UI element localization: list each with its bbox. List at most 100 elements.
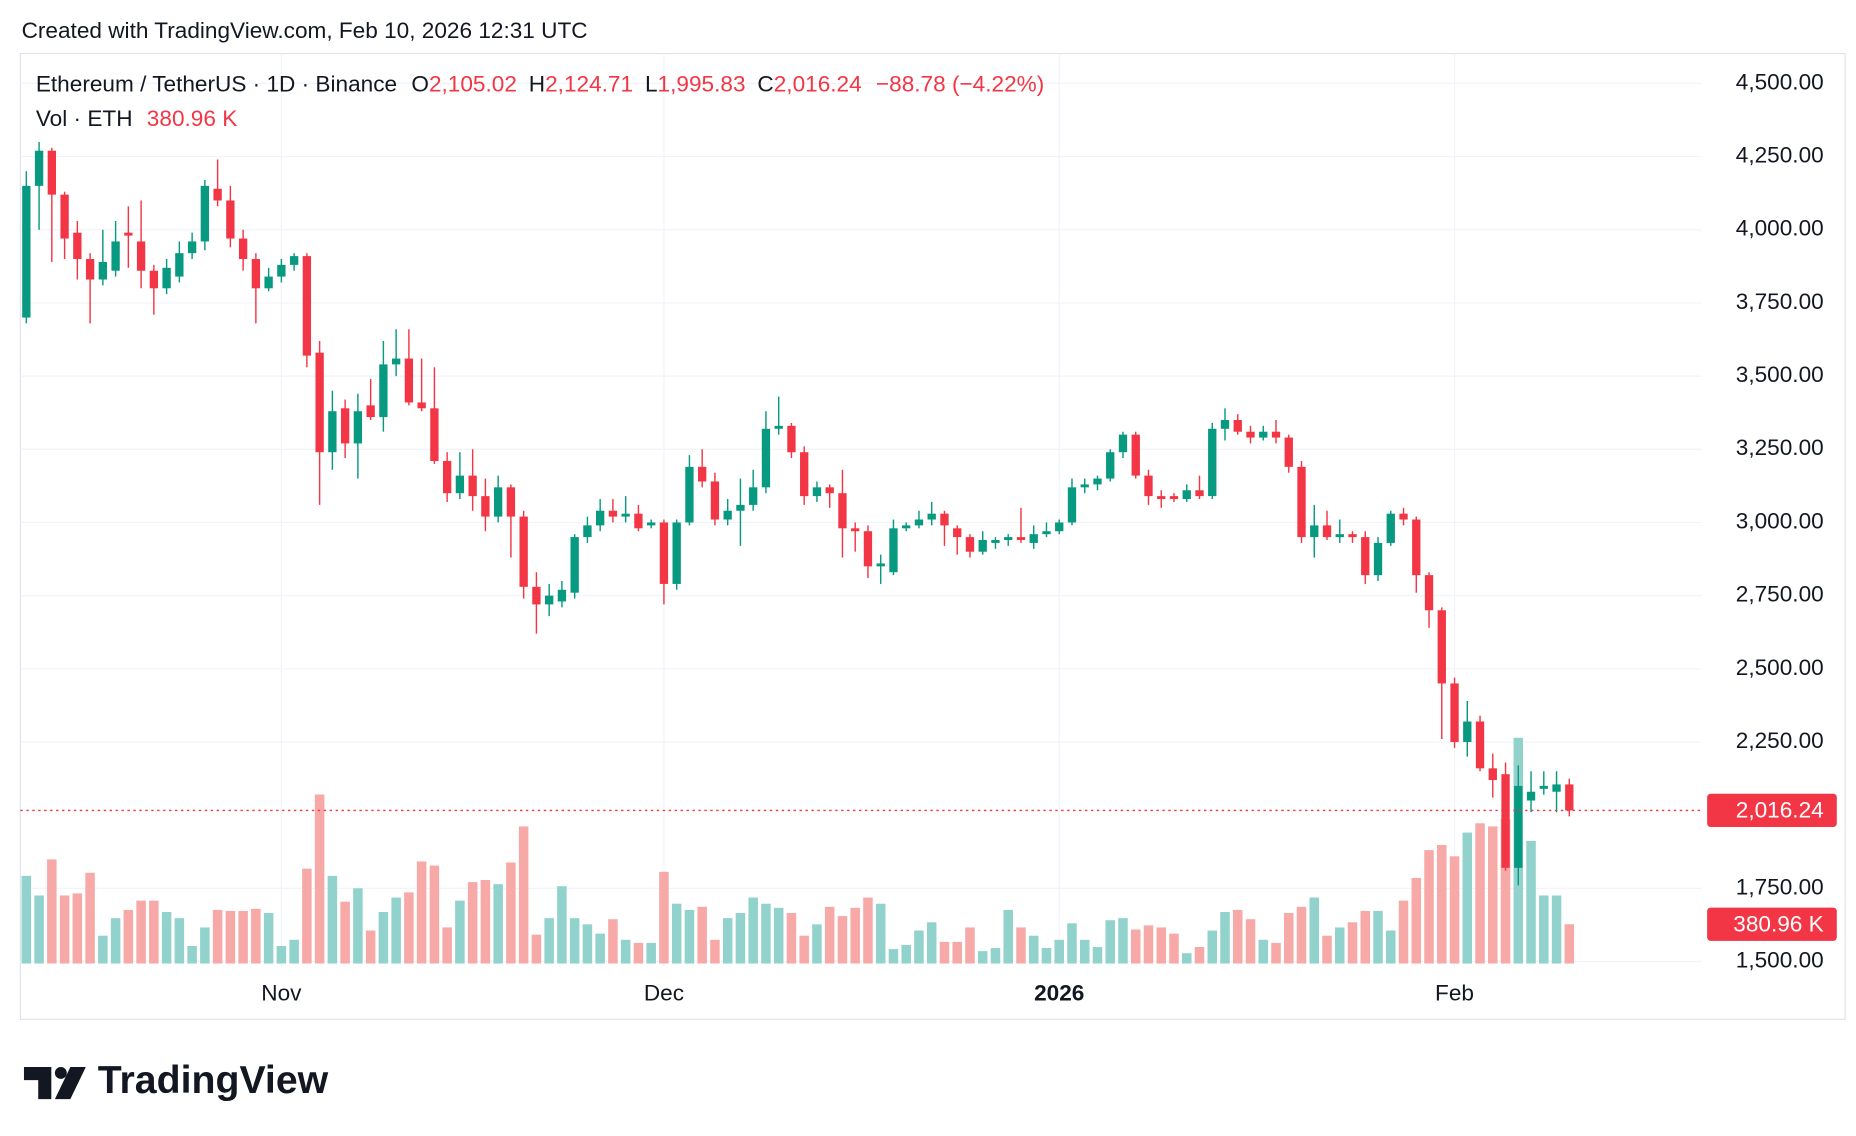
- candle-body: [583, 525, 592, 538]
- volume-bar: [1539, 895, 1549, 964]
- candle-body: [1322, 525, 1332, 538]
- volume-bar: [1411, 877, 1422, 964]
- candle-body: [493, 487, 503, 517]
- volume-bar: [518, 826, 529, 964]
- candle-body: [991, 540, 1000, 543]
- volume-bar: [442, 927, 452, 964]
- candle-body: [1093, 478, 1102, 485]
- candle-body: [34, 150, 44, 186]
- candle-body: [608, 510, 618, 517]
- y-tick-label: 3,750.00: [1736, 289, 1824, 314]
- candle-body: [1246, 431, 1255, 438]
- candle-body: [1412, 519, 1421, 576]
- candle-body: [1475, 721, 1485, 769]
- volume-bar: [1156, 927, 1167, 964]
- candle-body: [340, 408, 350, 444]
- volume-bar: [1105, 920, 1115, 964]
- candle-body: [851, 528, 860, 532]
- candle-body: [506, 487, 516, 517]
- volume-tag-label: 380.96 K: [1733, 911, 1823, 936]
- volume-bar: [557, 886, 567, 964]
- volume-bar: [161, 911, 172, 964]
- volume-tag: [1707, 907, 1837, 941]
- volume-bar: [200, 927, 210, 964]
- candle-body: [251, 259, 261, 289]
- volume-bar: [799, 935, 809, 964]
- volume-bar: [365, 930, 376, 964]
- candle-body: [1067, 487, 1077, 523]
- candle-body: [1424, 575, 1434, 611]
- volume-bar: [888, 949, 899, 964]
- candle-body: [736, 504, 745, 511]
- candle-body: [596, 510, 605, 526]
- last-price-tag: [1707, 793, 1837, 828]
- candle-body: [1399, 513, 1408, 520]
- candle-body: [1271, 431, 1281, 438]
- candle-body: [749, 487, 758, 505]
- volume-value: 380.96 K: [147, 106, 237, 131]
- candle-body: [162, 267, 171, 289]
- candle-body: [1131, 434, 1140, 476]
- volume-bar: [620, 939, 631, 964]
- candle-body: [557, 589, 567, 602]
- candle-body: [1106, 452, 1115, 479]
- candle-body: [774, 425, 783, 429]
- volume-bar: [990, 948, 1001, 964]
- candle-body: [621, 513, 630, 517]
- candle-body: [124, 232, 133, 236]
- volume-bar: [98, 935, 108, 964]
- volume-bar: [391, 897, 401, 964]
- candle-body: [1310, 525, 1319, 538]
- volume-bar: [1322, 935, 1332, 964]
- volume-bar: [977, 951, 988, 964]
- candle-body: [914, 519, 924, 526]
- candle-body: [1080, 484, 1089, 488]
- volume-bar: [493, 884, 503, 964]
- volume-bar: [455, 900, 465, 964]
- candle-body: [187, 241, 197, 254]
- y-tick-label: 2,500.00: [1736, 655, 1824, 680]
- candle-body: [136, 241, 146, 271]
- candle-body: [468, 475, 477, 497]
- candle-body: [442, 460, 452, 494]
- candle-body: [647, 522, 656, 526]
- y-tick-label: 1,750.00: [1736, 874, 1824, 899]
- volume-bar: [697, 906, 707, 964]
- candle-body: [213, 188, 222, 201]
- volume-bar: [1245, 919, 1256, 964]
- volume-bar: [314, 794, 325, 964]
- candle-body: [1195, 490, 1204, 497]
- volume-bar: [506, 862, 516, 964]
- volume-bar: [149, 900, 159, 964]
- candle-body: [73, 232, 82, 260]
- candle-body: [825, 487, 834, 494]
- candle-body: [902, 525, 911, 529]
- candle-body: [1552, 784, 1561, 792]
- legend-line: Ethereum / TetherUS · 1D · Binance O2,105…: [36, 72, 1044, 97]
- candle-body: [1004, 537, 1013, 541]
- volume-bar: [1054, 939, 1064, 964]
- volume-bar: [1398, 900, 1409, 964]
- candle-body: [698, 466, 707, 482]
- y-tick-label: 2,750.00: [1736, 582, 1824, 607]
- candle-body: [761, 428, 771, 488]
- volume-bar: [875, 903, 886, 964]
- ohlc-value: 2,016.24: [774, 72, 862, 97]
- y-tick-label: 3,500.00: [1736, 362, 1824, 387]
- candle-body: [481, 496, 490, 517]
- volume-bar: [659, 871, 669, 964]
- ohlc-key: L: [645, 72, 658, 97]
- candle-body: [634, 513, 643, 529]
- candle-body: [1565, 784, 1574, 811]
- volume-bar: [1271, 942, 1281, 964]
- candle-body: [927, 513, 936, 520]
- volume-bar: [1360, 910, 1371, 964]
- logo-icon: [54, 1067, 86, 1100]
- candle-body: [1437, 610, 1446, 684]
- volume-bar: [646, 942, 656, 964]
- volume-bar: [1347, 922, 1358, 964]
- x-tick-label: 2026: [1034, 980, 1084, 1005]
- candle-body: [1208, 428, 1217, 497]
- volume-bar: [735, 913, 746, 964]
